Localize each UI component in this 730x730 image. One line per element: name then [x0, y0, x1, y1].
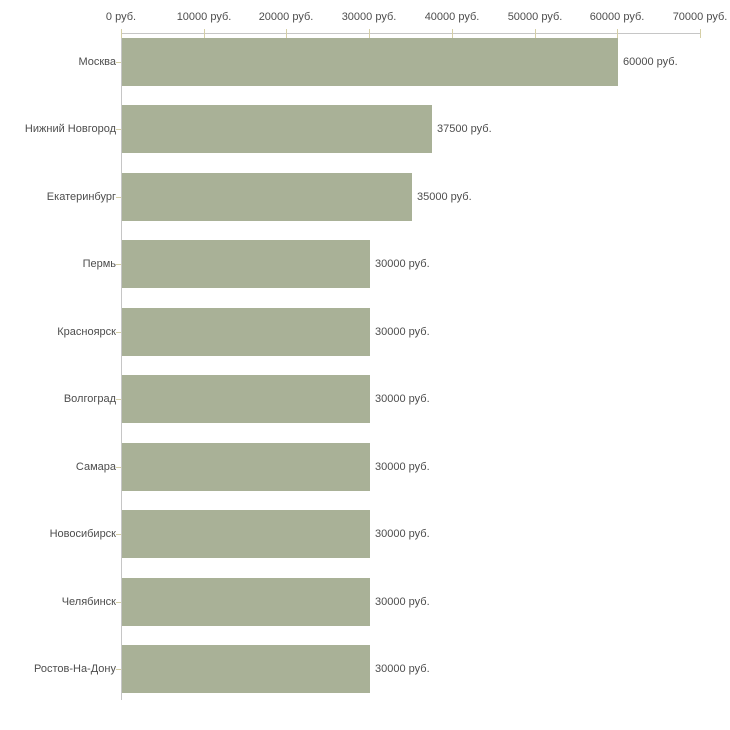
bar-value-label: 30000 руб.: [375, 461, 430, 473]
bar-value-label: 30000 руб.: [375, 258, 430, 270]
x-axis-line: [121, 33, 700, 34]
category-label: Челябинск: [61, 596, 116, 608]
x-axis-tick-mark: [535, 29, 536, 38]
category-label: Нижний Новгород: [24, 123, 116, 135]
bar: [122, 645, 370, 693]
bar: [122, 38, 618, 86]
y-axis-tick-mark: [116, 129, 121, 130]
x-axis-tick-mark: [700, 29, 701, 38]
bar-value-label: 35000 руб.: [417, 191, 472, 203]
bar: [122, 443, 370, 491]
y-axis-tick-mark: [116, 264, 121, 265]
y-axis-tick-mark: [116, 467, 121, 468]
x-axis-tick-mark: [452, 29, 453, 38]
bar-value-label: 30000 руб.: [375, 596, 430, 608]
x-axis-tick-label: 50000 руб.: [507, 11, 563, 23]
x-axis-tick-mark: [369, 29, 370, 38]
category-label: Самара: [75, 461, 116, 473]
x-axis-tick-label: 40000 руб.: [424, 11, 480, 23]
bar-value-label: 30000 руб.: [375, 393, 430, 405]
y-axis-tick-mark: [116, 534, 121, 535]
category-label: Екатеринбург: [46, 191, 116, 203]
bar: [122, 510, 370, 558]
y-axis-tick-mark: [116, 62, 121, 63]
x-axis-tick-label: 10000 руб.: [176, 11, 232, 23]
x-axis-tick-mark: [286, 29, 287, 38]
x-axis-tick-mark: [204, 29, 205, 38]
category-label: Волгоград: [63, 393, 116, 405]
y-axis-tick-mark: [116, 332, 121, 333]
bar: [122, 308, 370, 356]
bar-value-label: 30000 руб.: [375, 326, 430, 338]
y-axis-line: [121, 33, 122, 700]
bar: [122, 375, 370, 423]
category-label: Пермь: [82, 258, 116, 270]
x-axis-tick-mark: [617, 29, 618, 38]
x-axis-tick-mark: [121, 29, 122, 38]
category-label: Ростов-На-Дону: [33, 663, 116, 675]
category-label: Красноярск: [57, 326, 116, 338]
bar-value-label: 30000 руб.: [375, 528, 430, 540]
bar: [122, 240, 370, 288]
bar: [122, 173, 412, 221]
bar-value-label: 37500 руб.: [437, 123, 492, 135]
bar: [122, 578, 370, 626]
category-label: Новосибирск: [49, 528, 116, 540]
x-axis-tick-label: 60000 руб.: [589, 11, 645, 23]
x-axis-tick-label: 30000 руб.: [341, 11, 397, 23]
bar-value-label: 30000 руб.: [375, 663, 430, 675]
x-axis-tick-label: 70000 руб.: [672, 11, 728, 23]
y-axis-tick-mark: [116, 197, 121, 198]
x-axis-tick-label: 0 руб.: [105, 11, 137, 23]
category-label: Москва: [78, 56, 116, 68]
y-axis-tick-mark: [116, 602, 121, 603]
bar: [122, 105, 432, 153]
x-axis-tick-label: 20000 руб.: [258, 11, 314, 23]
y-axis-tick-mark: [116, 669, 121, 670]
bar-value-label: 60000 руб.: [623, 56, 678, 68]
y-axis-tick-mark: [116, 399, 121, 400]
